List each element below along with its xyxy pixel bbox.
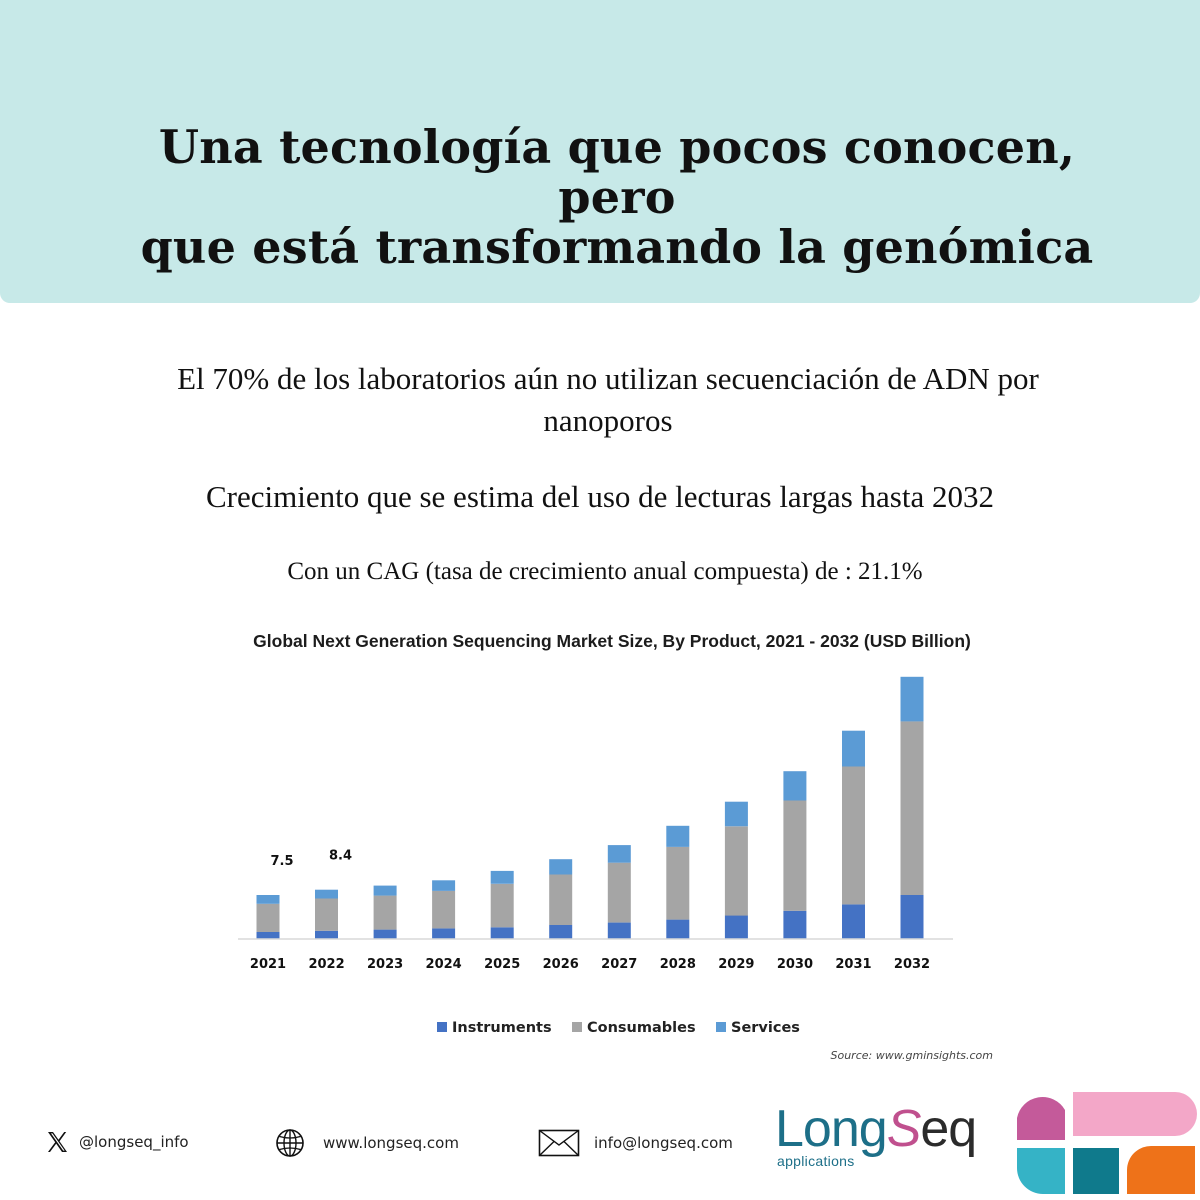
bar-consumables-2030 <box>783 800 807 911</box>
bar-instruments-2022 <box>315 930 338 939</box>
legend-label-instruments: Instruments <box>452 1020 552 1036</box>
chart-title: Global Next Generation Sequencing Market… <box>253 631 971 651</box>
brand-shape-teal <box>1073 1148 1119 1194</box>
bar-services-2026 <box>549 859 573 875</box>
chart-legend: Instruments Consumables Services <box>437 1020 800 1036</box>
bar-consumables-2027 <box>607 862 631 923</box>
logo-word-long: Long <box>775 1100 888 1158</box>
bar-services-2031 <box>842 730 865 767</box>
bar-services-2022 <box>315 889 338 899</box>
logo-subtitle: applications <box>777 1153 855 1169</box>
bar-services-2028 <box>666 825 690 847</box>
mail-icon <box>538 1129 580 1157</box>
logo-wordmark: LongSeq <box>775 1100 977 1158</box>
stat-line2: nanoporos <box>543 403 673 438</box>
bar-instruments-2024 <box>432 928 456 939</box>
footer-website[interactable]: www.longseq.com <box>275 1128 459 1158</box>
website-url: www.longseq.com <box>323 1134 459 1152</box>
logo-word-s: S <box>886 1100 922 1158</box>
bar-instruments-2021 <box>256 932 280 939</box>
bar-services-2021 <box>256 895 280 904</box>
bar-services-2029 <box>724 801 748 827</box>
x-tick-2029: 2029 <box>718 957 754 972</box>
legend-item-consumables: Consumables <box>572 1020 696 1036</box>
bar-instruments-2026 <box>549 924 573 939</box>
bar-consumables-2022 <box>315 898 338 931</box>
bar-consumables-2028 <box>666 846 690 920</box>
legend-item-instruments: Instruments <box>437 1020 552 1036</box>
x-tick-2023: 2023 <box>367 957 403 972</box>
x-tick-2022: 2022 <box>308 957 344 972</box>
bar-instruments-2029 <box>724 915 748 939</box>
legend-swatch-services <box>716 1022 726 1032</box>
bar-consumables-2026 <box>549 874 573 925</box>
bar-consumables-2021 <box>256 903 280 932</box>
page-title: Una tecnología que pocos conocen, pero q… <box>100 122 1134 272</box>
footer-email[interactable]: info@longseq.com <box>538 1129 733 1157</box>
bar-services-2024 <box>432 880 456 891</box>
data-label-2022: 8.4 <box>329 849 352 864</box>
logo-word-eq: eq <box>920 1100 977 1158</box>
bar-consumables-2023 <box>373 895 397 930</box>
bar-consumables-2031 <box>842 766 865 905</box>
data-label-2021: 7.5 <box>270 854 293 869</box>
legend-item-services: Services <box>716 1020 800 1036</box>
brand-shape-magenta <box>1017 1097 1065 1140</box>
brand-mark-icon <box>1017 1092 1197 1194</box>
bar-instruments-2027 <box>607 922 631 939</box>
x-tick-2031: 2031 <box>835 957 871 972</box>
x-tick-2026: 2026 <box>543 957 579 972</box>
x-tick-labels: 2021 2022 2023 2024 2025 2026 2027 2028 2029 2030… <box>250 957 930 972</box>
twitter-handle: @longseq_info <box>79 1133 189 1151</box>
bar-services-2030 <box>783 771 807 801</box>
legend-label-services: Services <box>731 1020 800 1036</box>
chart-source: Source: www.gminsights.com <box>830 1049 993 1062</box>
brand-shape-orange <box>1127 1146 1195 1194</box>
globe-icon <box>276 1129 304 1157</box>
bar-services-2032 <box>900 676 924 722</box>
data-labels: 7.5 8.4 <box>270 849 352 869</box>
bar-consumables-2029 <box>724 826 748 916</box>
bar-services-2025 <box>490 870 514 884</box>
growth-statement: Crecimiento que se estima del uso de lec… <box>206 479 994 514</box>
cag-statement: Con un CAG (tasa de crecimiento anual co… <box>287 558 923 585</box>
bar-instruments-2031 <box>842 904 865 939</box>
x-tick-2030: 2030 <box>777 957 813 972</box>
bar-services-2027 <box>607 845 631 863</box>
bar-instruments-2023 <box>373 929 397 939</box>
bar-instruments-2025 <box>490 927 514 939</box>
footer-twitter[interactable]: @longseq_info <box>45 1130 189 1154</box>
bar-consumables-2032 <box>900 721 924 895</box>
legend-swatch-consumables <box>572 1022 582 1032</box>
stat-statement: El 70% de los laboratorios aún no utiliz… <box>80 358 1136 442</box>
bar-consumables-2025 <box>490 883 514 928</box>
x-tick-2032: 2032 <box>894 957 930 972</box>
bar-instruments-2030 <box>783 910 807 939</box>
bar-instruments-2032 <box>900 895 924 939</box>
x-tick-2028: 2028 <box>660 957 696 972</box>
x-tick-2025: 2025 <box>484 957 520 972</box>
x-tick-2024: 2024 <box>426 957 462 972</box>
stat-line1: El 70% de los laboratorios aún no utiliz… <box>177 361 1039 396</box>
longseq-logo: LongSeq applications <box>775 1095 1005 1175</box>
x-logo-icon <box>48 1132 67 1152</box>
legend-label-consumables: Consumables <box>587 1020 696 1036</box>
ngs-market-chart: Global Next Generation Sequencing Market… <box>238 631 993 1062</box>
legend-swatch-instruments <box>437 1022 447 1032</box>
bar-services-2023 <box>373 885 397 896</box>
page-title-line1: Una tecnología que pocos conocen, pero <box>158 120 1076 224</box>
email-address: info@longseq.com <box>594 1134 733 1152</box>
x-tick-2027: 2027 <box>601 957 637 972</box>
bars-layer <box>256 676 924 939</box>
page-title-line2: que está transformando la genómica <box>140 220 1094 274</box>
bar-consumables-2024 <box>432 890 456 929</box>
brand-shape-cyan <box>1017 1148 1065 1194</box>
x-tick-2021: 2021 <box>250 957 286 972</box>
header-band <box>0 0 1200 303</box>
bar-instruments-2028 <box>666 919 690 939</box>
brand-shape-pink <box>1073 1092 1197 1136</box>
